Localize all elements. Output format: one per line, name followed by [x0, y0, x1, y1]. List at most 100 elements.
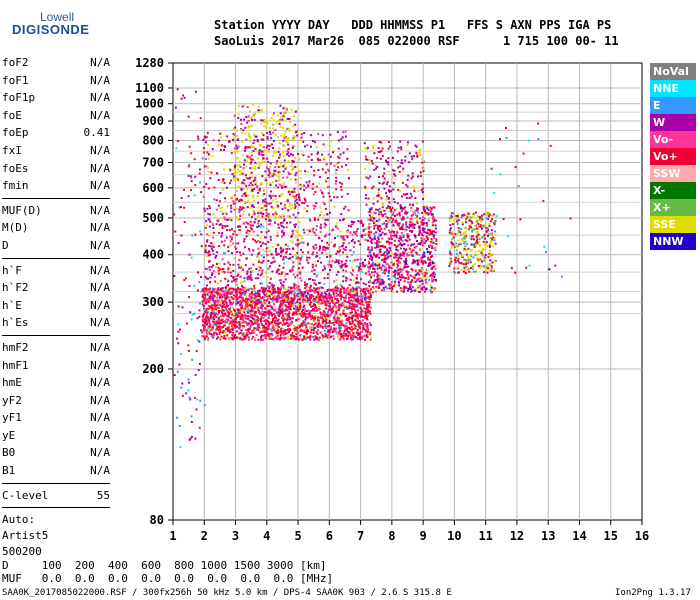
- echo-point: [261, 132, 264, 134]
- echo-point: [281, 118, 284, 121]
- param-row: h`F N/A: [2, 264, 110, 282]
- echo-point: [383, 222, 386, 225]
- echo-point: [300, 298, 303, 301]
- echo-point: [276, 319, 279, 322]
- echo-point: [355, 303, 358, 306]
- echo-point: [270, 253, 273, 256]
- echo-point: [396, 230, 399, 233]
- echo-point: [414, 280, 417, 283]
- echo-point: [203, 135, 206, 138]
- echo-point: [413, 234, 416, 237]
- echo-point: [337, 335, 339, 338]
- echo-point: [266, 312, 269, 315]
- echo-point: [346, 192, 349, 195]
- echo-point: [344, 324, 347, 327]
- echo-point: [298, 302, 301, 305]
- echo-point: [435, 278, 437, 281]
- param-label: D: [2, 238, 9, 252]
- echo-point: [369, 240, 372, 243]
- echo-point: [327, 153, 330, 156]
- echo-point: [404, 276, 407, 279]
- echo-point: [236, 190, 238, 193]
- echo-point: [286, 117, 289, 120]
- echo-point: [359, 265, 362, 268]
- echo-point: [228, 290, 231, 293]
- echo-point: [302, 314, 305, 317]
- echo-point: [303, 197, 306, 200]
- echo-point: [351, 334, 354, 337]
- echo-point: [348, 331, 351, 334]
- echo-point: [414, 274, 417, 277]
- echo-point: [235, 330, 238, 333]
- echo-point: [253, 287, 256, 290]
- echo-point: [368, 230, 370, 233]
- echo-point: [279, 118, 281, 121]
- echo-point: [259, 299, 262, 302]
- echo-point: [402, 216, 405, 219]
- echo-point: [403, 276, 405, 279]
- y-tick-label: 600: [142, 181, 164, 195]
- echo-point: [311, 270, 313, 273]
- echo-point: [373, 268, 376, 271]
- echo-point: [219, 319, 222, 322]
- echo-point: [349, 327, 352, 330]
- echo-point: [279, 155, 282, 158]
- echo-point: [299, 187, 302, 190]
- echo-point: [257, 260, 260, 263]
- echo-point: [286, 221, 288, 224]
- echo-point: [429, 206, 432, 209]
- echo-point: [313, 287, 316, 290]
- echo-point: [284, 243, 287, 246]
- echo-point: [210, 291, 213, 294]
- echo-point: [278, 306, 281, 308]
- echo-point: [283, 215, 285, 218]
- echo-point: [249, 273, 252, 276]
- echo-point: [296, 134, 299, 137]
- echo-point: [345, 265, 348, 268]
- echo-point: [245, 176, 248, 179]
- echo-point: [254, 239, 256, 242]
- echo-point: [257, 328, 259, 331]
- echo-point: [271, 308, 274, 310]
- echo-point: [248, 184, 251, 187]
- echo-point: [322, 320, 325, 323]
- x-tick-label: 6: [326, 529, 333, 543]
- echo-point: [256, 292, 259, 295]
- echo-point: [265, 308, 267, 310]
- echo-point: [218, 143, 221, 146]
- echo-point: [235, 313, 238, 316]
- echo-point: [221, 162, 224, 165]
- echo-point: [371, 238, 373, 241]
- echo-point: [298, 221, 301, 224]
- echo-point: [300, 133, 303, 136]
- echo-point: [216, 291, 219, 294]
- echo-point: [269, 194, 272, 197]
- echo-point: [241, 300, 244, 303]
- echo-point: [317, 338, 320, 341]
- echo-point: [283, 119, 286, 122]
- echo-point: [323, 311, 326, 314]
- echo-point: [403, 266, 406, 269]
- echo-point: [423, 255, 426, 258]
- echo-point: [283, 256, 286, 259]
- echo-point: [352, 279, 355, 282]
- echo-point: [293, 187, 296, 190]
- echo-point: [398, 211, 401, 214]
- echo-point: [222, 270, 225, 273]
- echo-point: [378, 210, 380, 213]
- echo-point: [203, 328, 206, 331]
- echo-point: [400, 273, 403, 276]
- echo-point: [341, 245, 343, 248]
- echo-point: [250, 190, 252, 193]
- echo-point: [299, 308, 302, 311]
- echo-point: [246, 206, 249, 209]
- echo-point: [370, 217, 373, 220]
- echo-point: [394, 221, 397, 224]
- echo-point: [262, 302, 264, 305]
- echo-point: [343, 288, 346, 291]
- echo-point: [360, 219, 363, 222]
- echo-point: [385, 241, 388, 243]
- echo-point: [234, 324, 236, 327]
- param-value: N/A: [90, 358, 110, 372]
- echo-point: [366, 311, 369, 314]
